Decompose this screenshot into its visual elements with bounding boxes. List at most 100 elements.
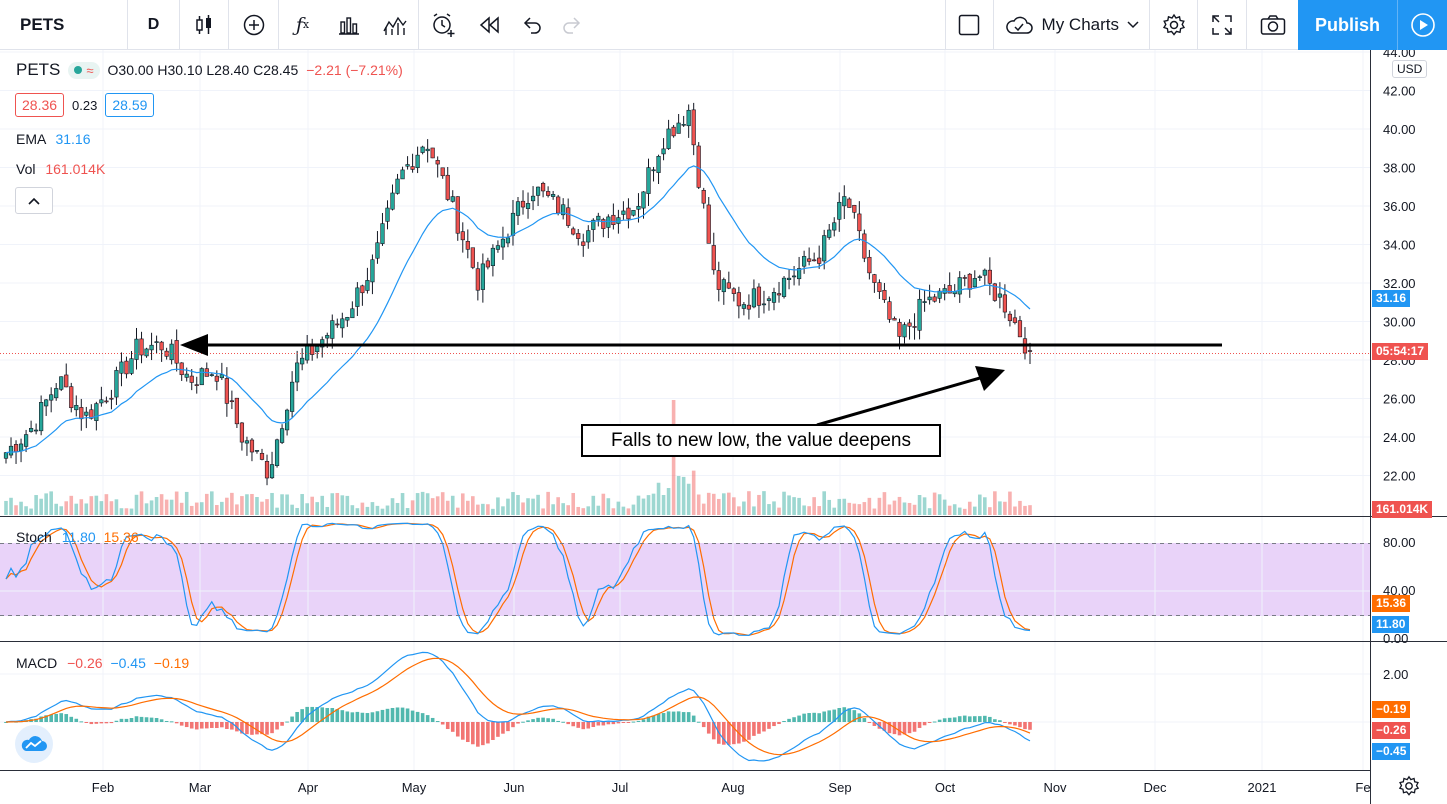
legend-symbol[interactable]: PETS — [16, 60, 61, 79]
symbol-search[interactable]: PETS — [0, 0, 128, 50]
time-tick-label: Fe — [1355, 780, 1370, 795]
publish-button[interactable]: Publish — [1298, 0, 1397, 50]
time-tick-label: May — [402, 780, 427, 795]
volume-badge: 161.014K — [1372, 501, 1433, 518]
macd-v3-badge: −0.19 — [1372, 701, 1411, 718]
time-tick-label: Dec — [1143, 780, 1167, 795]
cloud-logo-icon — [21, 736, 47, 751]
price-tick-label: 38.00 — [1383, 161, 1416, 176]
legend-change: −2.21 (−7.21%) — [306, 62, 403, 78]
candlesticks — [3, 102, 1033, 486]
price-tick-label: 36.00 — [1383, 199, 1416, 214]
time-tick-label: Jun — [504, 780, 525, 795]
countdown-badge: 05:54:17 — [1372, 343, 1429, 360]
time-tick-label: Sep — [828, 780, 851, 795]
price-tick-label: 34.00 — [1383, 238, 1416, 253]
indicator-lines — [5, 165, 1031, 762]
time-tick-label: 2021 — [1248, 780, 1277, 795]
time-tick-label: Mar — [189, 780, 212, 795]
macd-label: MACD — [16, 655, 58, 671]
annotation-arrow[interactable] — [816, 366, 1005, 427]
chevron-up-icon — [28, 197, 40, 205]
axis-settings-gear-icon[interactable] — [1398, 775, 1420, 797]
macd-v1: −0.26 — [67, 655, 103, 671]
interval-selector[interactable]: D — [128, 0, 180, 50]
price-tick-label: 32.00 — [1383, 276, 1416, 291]
cloud-icon — [1005, 16, 1033, 34]
time-tick-label: Nov — [1043, 780, 1067, 795]
add-compare-icon[interactable] — [228, 0, 278, 50]
stoch-tick-label: 40.00 — [1383, 583, 1416, 598]
wave-icon: ≈ — [86, 62, 94, 78]
chevron-down-icon — [1127, 20, 1139, 28]
bid-ask-legend: 28.36 0.23 28.59 — [15, 93, 155, 117]
price-tick-label: 24.00 — [1383, 430, 1416, 445]
stoch-legend[interactable]: Stoch 11.80 15.36 — [16, 529, 139, 545]
my-charts-label: My Charts — [1041, 14, 1119, 34]
price-tick-label: 22.00 — [1383, 469, 1416, 484]
alerts-chart-icon[interactable] — [372, 0, 418, 50]
price-tick-label: 40.00 — [1383, 122, 1416, 137]
market-status-badge[interactable]: ≈ — [68, 61, 100, 79]
volume-bars — [4, 400, 1032, 515]
bid-box[interactable]: 28.36 — [15, 93, 65, 117]
grid-lines — [0, 50, 1370, 770]
candles-icon[interactable] — [180, 0, 228, 50]
ema-badge: 31.16 — [1372, 290, 1411, 307]
my-charts-menu[interactable]: My Charts — [992, 0, 1150, 50]
vol-label: Vol — [16, 161, 36, 177]
annotation-callout[interactable]: Falls to new low, the value deepens — [581, 424, 941, 457]
ema-label: EMA — [16, 131, 46, 147]
support-arrow[interactable] — [180, 334, 1222, 356]
legend-ohlc: O30.00 H30.10 L28.40 C28.45 — [107, 62, 299, 78]
time-tick-label: Oct — [935, 780, 956, 795]
ask-box[interactable]: 28.59 — [105, 93, 155, 117]
macd-v2: −0.45 — [110, 655, 146, 671]
macd-histogram — [4, 706, 1032, 747]
stoch-label: Stoch — [16, 529, 52, 545]
stoch-tick-label: 0.00 — [1383, 631, 1408, 646]
ema-legend[interactable]: EMA 31.16 — [16, 131, 91, 147]
macd-v1-badge: −0.26 — [1372, 722, 1411, 739]
undo-icon[interactable] — [512, 0, 552, 50]
spread-value: 0.23 — [72, 97, 98, 113]
stoch-k-value: 11.80 — [61, 529, 96, 545]
macd-legend[interactable]: MACD −0.26 −0.45 −0.19 — [16, 655, 189, 671]
currency-label[interactable]: USD — [1392, 60, 1428, 78]
time-tick-label: Aug — [721, 780, 744, 795]
vol-value: 161.014K — [45, 161, 106, 177]
macd-tick-label: 2.00 — [1383, 667, 1408, 682]
time-tick-label: Jul — [612, 780, 629, 795]
alert-clock-icon[interactable] — [418, 0, 466, 50]
main-legend: PETS ≈ O30.00 H30.10 L28.40 C28.45 −2.21… — [16, 60, 403, 80]
status-dot-icon — [74, 66, 83, 74]
replay-icon[interactable] — [466, 0, 512, 50]
macd-v3: −0.19 — [153, 655, 190, 671]
price-tick-label: 26.00 — [1383, 392, 1416, 407]
fullscreen-icon[interactable] — [1198, 0, 1246, 50]
collapse-legend-button[interactable] — [15, 187, 53, 214]
ema-value: 31.16 — [55, 131, 91, 147]
redo-icon[interactable] — [552, 0, 592, 50]
templates-icon[interactable] — [326, 0, 372, 50]
axis-labels: 44.0042.0040.0038.0036.0034.0032.0030.00… — [92, 45, 1416, 795]
tradingview-logo[interactable] — [15, 725, 53, 763]
camera-icon[interactable] — [1246, 0, 1298, 50]
price-tick-label: 30.00 — [1383, 315, 1416, 330]
gear-icon[interactable] — [1150, 0, 1198, 50]
vol-legend[interactable]: Vol 161.014K — [16, 161, 105, 177]
play-icon[interactable] — [1397, 0, 1447, 50]
stoch-d-badge: 15.36 — [1372, 595, 1411, 612]
time-tick-label: Apr — [298, 780, 319, 795]
stoch-band — [0, 543, 1370, 616]
layout-square-icon[interactable] — [944, 0, 993, 50]
price-tick-label: 42.00 — [1383, 84, 1416, 99]
stoch-d-value: 15.36 — [103, 529, 139, 545]
stoch-k-badge: 11.80 — [1372, 616, 1410, 633]
macd-v2-badge: −0.45 — [1372, 743, 1411, 760]
time-tick-label: Feb — [92, 780, 114, 795]
